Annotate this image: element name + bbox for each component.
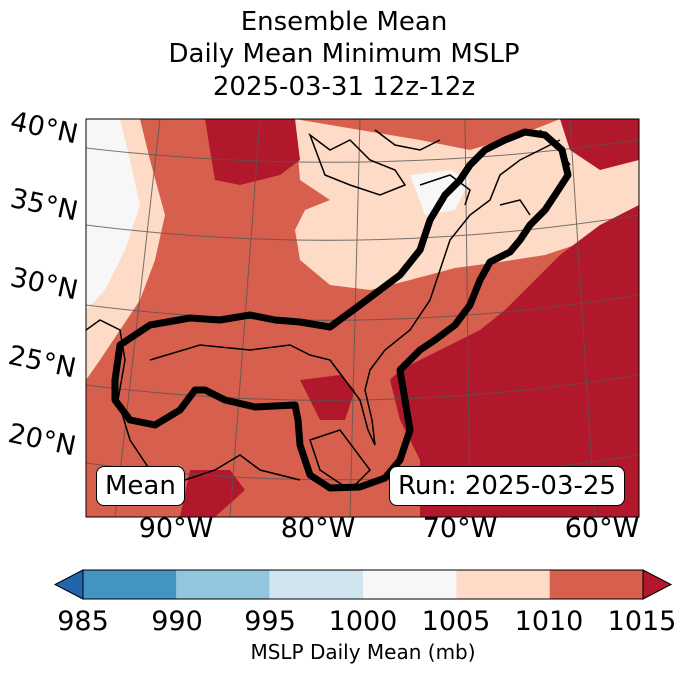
mslp-region-1015-south bbox=[180, 470, 245, 517]
colorbar-label: MSLP Daily Mean (mb) bbox=[250, 640, 476, 664]
map-frame bbox=[85, 118, 640, 518]
annotation-run: Run: 2025-03-25 bbox=[389, 466, 625, 506]
title-line-2: Daily Mean Minimum MSLP bbox=[168, 39, 520, 69]
colorbar-tick-2: 995 bbox=[244, 606, 296, 637]
title-line-1: Ensemble Mean bbox=[240, 7, 448, 37]
lon-label-80: 80°W bbox=[280, 513, 356, 544]
colorbar-bin bbox=[176, 570, 270, 599]
mslp-region-1015-greatlakes bbox=[205, 119, 300, 185]
colorbar-tick-0: 985 bbox=[57, 606, 109, 637]
mslp-region-1000 bbox=[86, 119, 140, 310]
colorbar-bin bbox=[269, 570, 363, 599]
lon-label-70: 70°W bbox=[422, 513, 498, 544]
colorbar-tick-4: 1005 bbox=[421, 606, 491, 637]
mslp-region-1015-atlantic bbox=[390, 205, 639, 517]
colorbar-extend-high bbox=[642, 569, 673, 600]
colorbar-bin bbox=[549, 570, 643, 599]
title-line-3: 2025-03-31 12z-12z bbox=[212, 72, 476, 102]
probability-contour bbox=[111, 128, 572, 492]
mslp-region-1015-gulf bbox=[300, 375, 355, 420]
annotation-mean: Mean bbox=[96, 466, 185, 506]
colorbar-bin bbox=[456, 570, 550, 599]
mslp-region-1015-ne bbox=[560, 119, 639, 170]
colorbar-extend-low bbox=[53, 569, 84, 600]
colorbar-tick-5: 1010 bbox=[514, 606, 584, 637]
lon-label-60: 60°W bbox=[564, 513, 640, 544]
lon-label-90: 90°W bbox=[138, 513, 214, 544]
colorbar-bin bbox=[83, 570, 177, 599]
colorbar-tick-6: 1015 bbox=[607, 606, 677, 637]
colorbar-frame bbox=[82, 569, 644, 600]
colorbar-tick-1: 990 bbox=[151, 606, 203, 637]
colorbar-tick-3: 1000 bbox=[328, 606, 398, 637]
colorbar-bin bbox=[363, 570, 457, 599]
